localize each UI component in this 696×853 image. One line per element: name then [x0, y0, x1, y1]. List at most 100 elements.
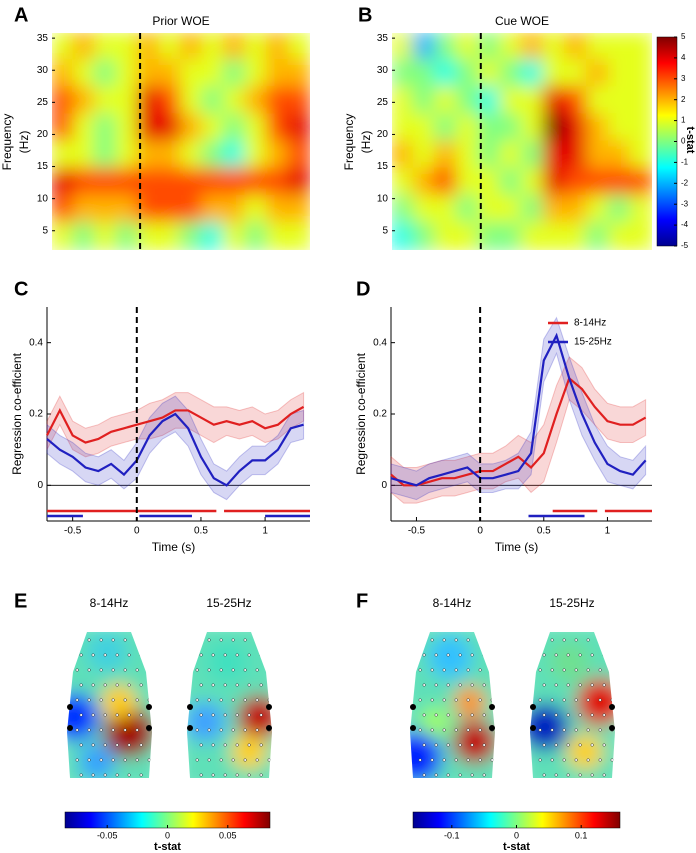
electrode: [211, 713, 215, 717]
y-axis-label: Regression co-efficient: [10, 352, 24, 475]
heat-cell: [412, 33, 437, 62]
electrode: [446, 653, 450, 657]
electrode-significant: [266, 704, 272, 710]
heat-cell: [629, 140, 652, 170]
heat-cell: [542, 86, 567, 116]
electrode: [123, 668, 127, 672]
colorbar-tick-label: 2: [681, 95, 686, 104]
electrode: [103, 743, 107, 747]
electrode: [566, 653, 570, 657]
map-title: 8-14Hz: [90, 596, 129, 610]
heat-cell: [158, 113, 182, 143]
panel-label: D: [356, 278, 370, 300]
line: [390, 376, 647, 487]
electrode: [482, 713, 486, 717]
electrode: [247, 713, 251, 717]
electrode: [562, 758, 566, 762]
x-tick-label: 1: [262, 526, 268, 537]
heat-cell: [629, 86, 652, 116]
electrode: [271, 773, 272, 777]
heat-cell: [542, 113, 567, 143]
electrode: [87, 668, 91, 672]
electrode: [135, 728, 139, 732]
heat-cell: [287, 140, 310, 170]
electrode-significant: [410, 704, 416, 710]
y-axis-label: (Hz): [17, 131, 31, 154]
heat-cell: [499, 86, 523, 116]
electrode: [199, 773, 203, 777]
heat-cell: [564, 113, 588, 143]
heat-cell: [287, 33, 310, 62]
electrode: [151, 653, 152, 657]
electrode: [566, 773, 570, 777]
heat-cell: [456, 86, 480, 116]
y-axis-label: (Hz): [359, 131, 373, 154]
electrode: [231, 728, 235, 732]
x-tick-label: -0.5: [64, 526, 82, 537]
electrode: [235, 683, 239, 687]
heat-cell: [564, 167, 588, 197]
electrode: [590, 743, 594, 747]
electrode: [478, 698, 482, 702]
colorbar-tick-label: -4: [681, 220, 689, 229]
electrode: [151, 713, 152, 717]
electrode: [207, 698, 211, 702]
electrode: [211, 773, 215, 777]
heat-cell: [52, 194, 75, 224]
electrode: [135, 638, 139, 642]
heat-cell: [266, 194, 290, 224]
electrode: [75, 758, 79, 762]
heat-cell: [115, 221, 139, 250]
electrode: [99, 758, 103, 762]
electrode: [79, 653, 83, 657]
heat-cell: [52, 59, 75, 89]
scalp-blob: [237, 695, 272, 739]
heat-cell: [201, 140, 225, 170]
electrode: [562, 668, 566, 672]
scalp-blob: [420, 707, 450, 737]
electrode: [135, 698, 139, 702]
electrode: [255, 698, 259, 702]
colorbar-tick-label: -0.1: [444, 830, 460, 840]
heat-cell: [287, 86, 310, 116]
electrode: [247, 653, 251, 657]
electrode: [538, 638, 542, 642]
scalp-blob: [550, 642, 590, 682]
electrode: [127, 713, 131, 717]
panel-label: B: [358, 4, 372, 26]
heat-cell: [244, 59, 268, 89]
heat-cell: [137, 221, 161, 250]
electrode: [195, 638, 199, 642]
electrode: [602, 683, 606, 687]
electrode: [195, 758, 199, 762]
electrode: [542, 653, 546, 657]
heat-cell: [158, 33, 182, 62]
electrode: [139, 683, 143, 687]
electrode: [91, 713, 95, 717]
y-axis-label: Frequency: [342, 114, 356, 171]
heat-cell: [137, 59, 161, 89]
electrode: [434, 713, 438, 717]
electrode: [430, 728, 434, 732]
heat-cell: [223, 59, 247, 89]
electrode: [562, 638, 566, 642]
panel-label: F: [356, 590, 368, 612]
electrode: [442, 728, 446, 732]
electrode: [610, 698, 614, 702]
electrode: [422, 743, 426, 747]
electrode: [247, 743, 251, 747]
heatmap: [52, 33, 310, 250]
electrode-significant: [609, 704, 615, 710]
heat-cell: [564, 194, 588, 224]
electrode: [458, 743, 462, 747]
electrode: [87, 728, 91, 732]
heat-cell: [586, 33, 610, 62]
heat-cell: [266, 33, 290, 62]
heat-cell: [244, 86, 268, 116]
electrode: [199, 713, 203, 717]
y-tick-label: 30: [377, 65, 389, 76]
heat-cell: [115, 59, 139, 89]
heat-cell: [434, 59, 458, 89]
heat-cell: [180, 167, 204, 197]
panel-label: C: [14, 278, 28, 300]
